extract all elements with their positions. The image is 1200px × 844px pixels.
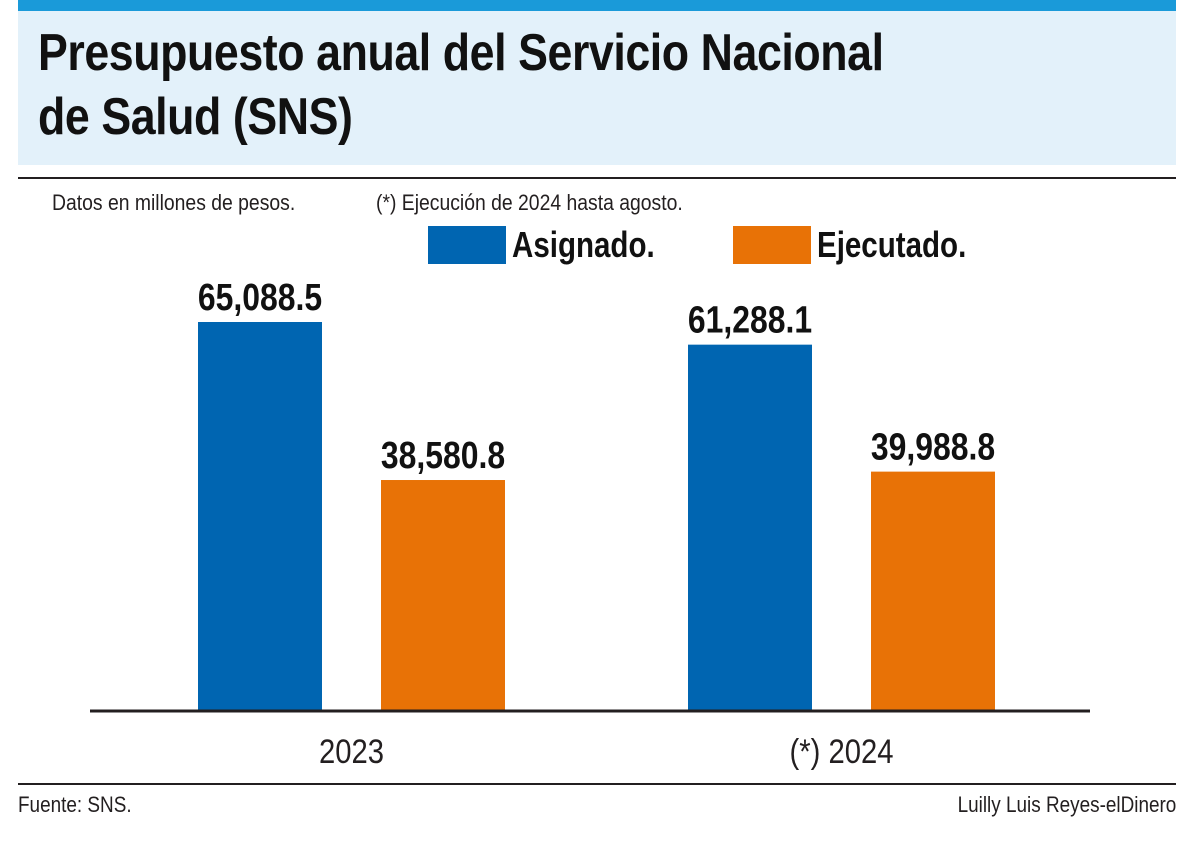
data-label-ejecutado-0: 38,580.8 [381, 434, 505, 476]
units-note: Datos en millones de pesos. [52, 190, 296, 215]
bar-asignado-0 [198, 322, 322, 710]
data-label-asignado-1: 61,288.1 [688, 299, 812, 341]
author-credit: Luilly Luis Reyes-elDinero [957, 792, 1176, 817]
top-accent-strip [18, 0, 1176, 11]
execution-note: (*) Ejecución de 2024 hasta agosto. [376, 190, 683, 215]
title-line-1: Presupuesto anual del Servicio Nacional [38, 24, 884, 82]
data-label-ejecutado-1: 39,988.8 [871, 426, 995, 468]
page-title: Presupuesto anual del Servicio Nacional … [38, 21, 984, 149]
legend-item-asignado: Asignado. [428, 224, 686, 265]
title-box: Presupuesto anual del Servicio Nacional … [18, 11, 1176, 165]
title-line-2: de Salud (SNS) [38, 88, 353, 146]
top-rule [18, 177, 1176, 179]
legend-label-ejecutado: Ejecutado. [817, 224, 967, 265]
x-tick-label-1: (*) 2024 [790, 732, 894, 771]
bar-ejecutado-1 [871, 471, 995, 710]
legend-label-asignado: Asignado. [512, 224, 655, 265]
legend-swatch-asignado [428, 226, 506, 264]
bar-asignado-1 [688, 344, 812, 710]
x-tick-label-0: 2023 [319, 732, 384, 771]
bar-ejecutado-0 [381, 480, 505, 710]
data-label-asignado-0: 65,088.5 [198, 276, 322, 318]
bottom-rule [18, 783, 1176, 785]
legend-item-ejecutado: Ejecutado. [733, 224, 999, 265]
legend-swatch-ejecutado [733, 226, 811, 264]
source-note: Fuente: SNS. [18, 792, 132, 817]
